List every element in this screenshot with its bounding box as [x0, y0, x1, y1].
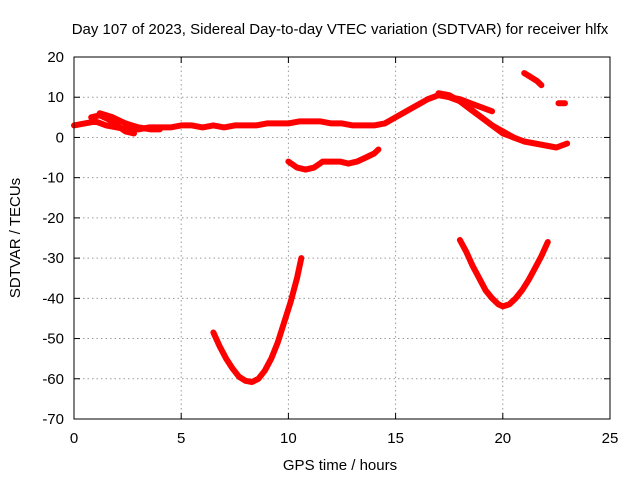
x-axis-label: GPS time / hours — [283, 457, 397, 474]
y-tick-label: 10 — [47, 89, 64, 106]
x-tick-label: 15 — [387, 430, 404, 447]
series-arc-3 — [96, 110, 163, 133]
y-tick-label: -70 — [42, 411, 64, 428]
plot-frame — [73, 56, 611, 420]
x-tick-labels: 0 5 10 15 20 25 — [70, 430, 619, 447]
series-arc-4 — [285, 146, 382, 173]
y-tick-label: -20 — [42, 210, 64, 227]
y-tick-label: -10 — [42, 170, 64, 187]
data-series — [71, 70, 571, 385]
axis-ticks — [73, 56, 611, 420]
y-tick-label: 20 — [47, 49, 64, 66]
x-tick-label: 5 — [177, 430, 185, 447]
chart-title: Day 107 of 2023, Sidereal Day-to-day VTE… — [72, 21, 609, 38]
y-tick-label: 0 — [56, 129, 64, 146]
x-tick-label: 25 — [602, 430, 619, 447]
series-arc-8 — [446, 94, 496, 115]
x-tick-label: 20 — [494, 430, 511, 447]
x-tick-label: 10 — [280, 430, 297, 447]
series-arc-6 — [456, 237, 551, 310]
y-tick-labels: -70 -60 -50 -40 -30 -20 -10 0 10 20 — [42, 49, 64, 428]
y-tick-label: -60 — [42, 371, 64, 388]
y-axis-label: SDTVAR / TECUs — [7, 178, 24, 298]
grid-lines — [74, 57, 610, 419]
series-arc-1 — [71, 92, 571, 151]
series-arc-9 — [521, 70, 545, 89]
y-tick-label: -50 — [42, 331, 64, 348]
y-tick-label: -30 — [42, 250, 64, 267]
series-arc-5 — [210, 255, 305, 385]
x-tick-label: 0 — [70, 430, 78, 447]
y-tick-label: -40 — [42, 290, 64, 307]
